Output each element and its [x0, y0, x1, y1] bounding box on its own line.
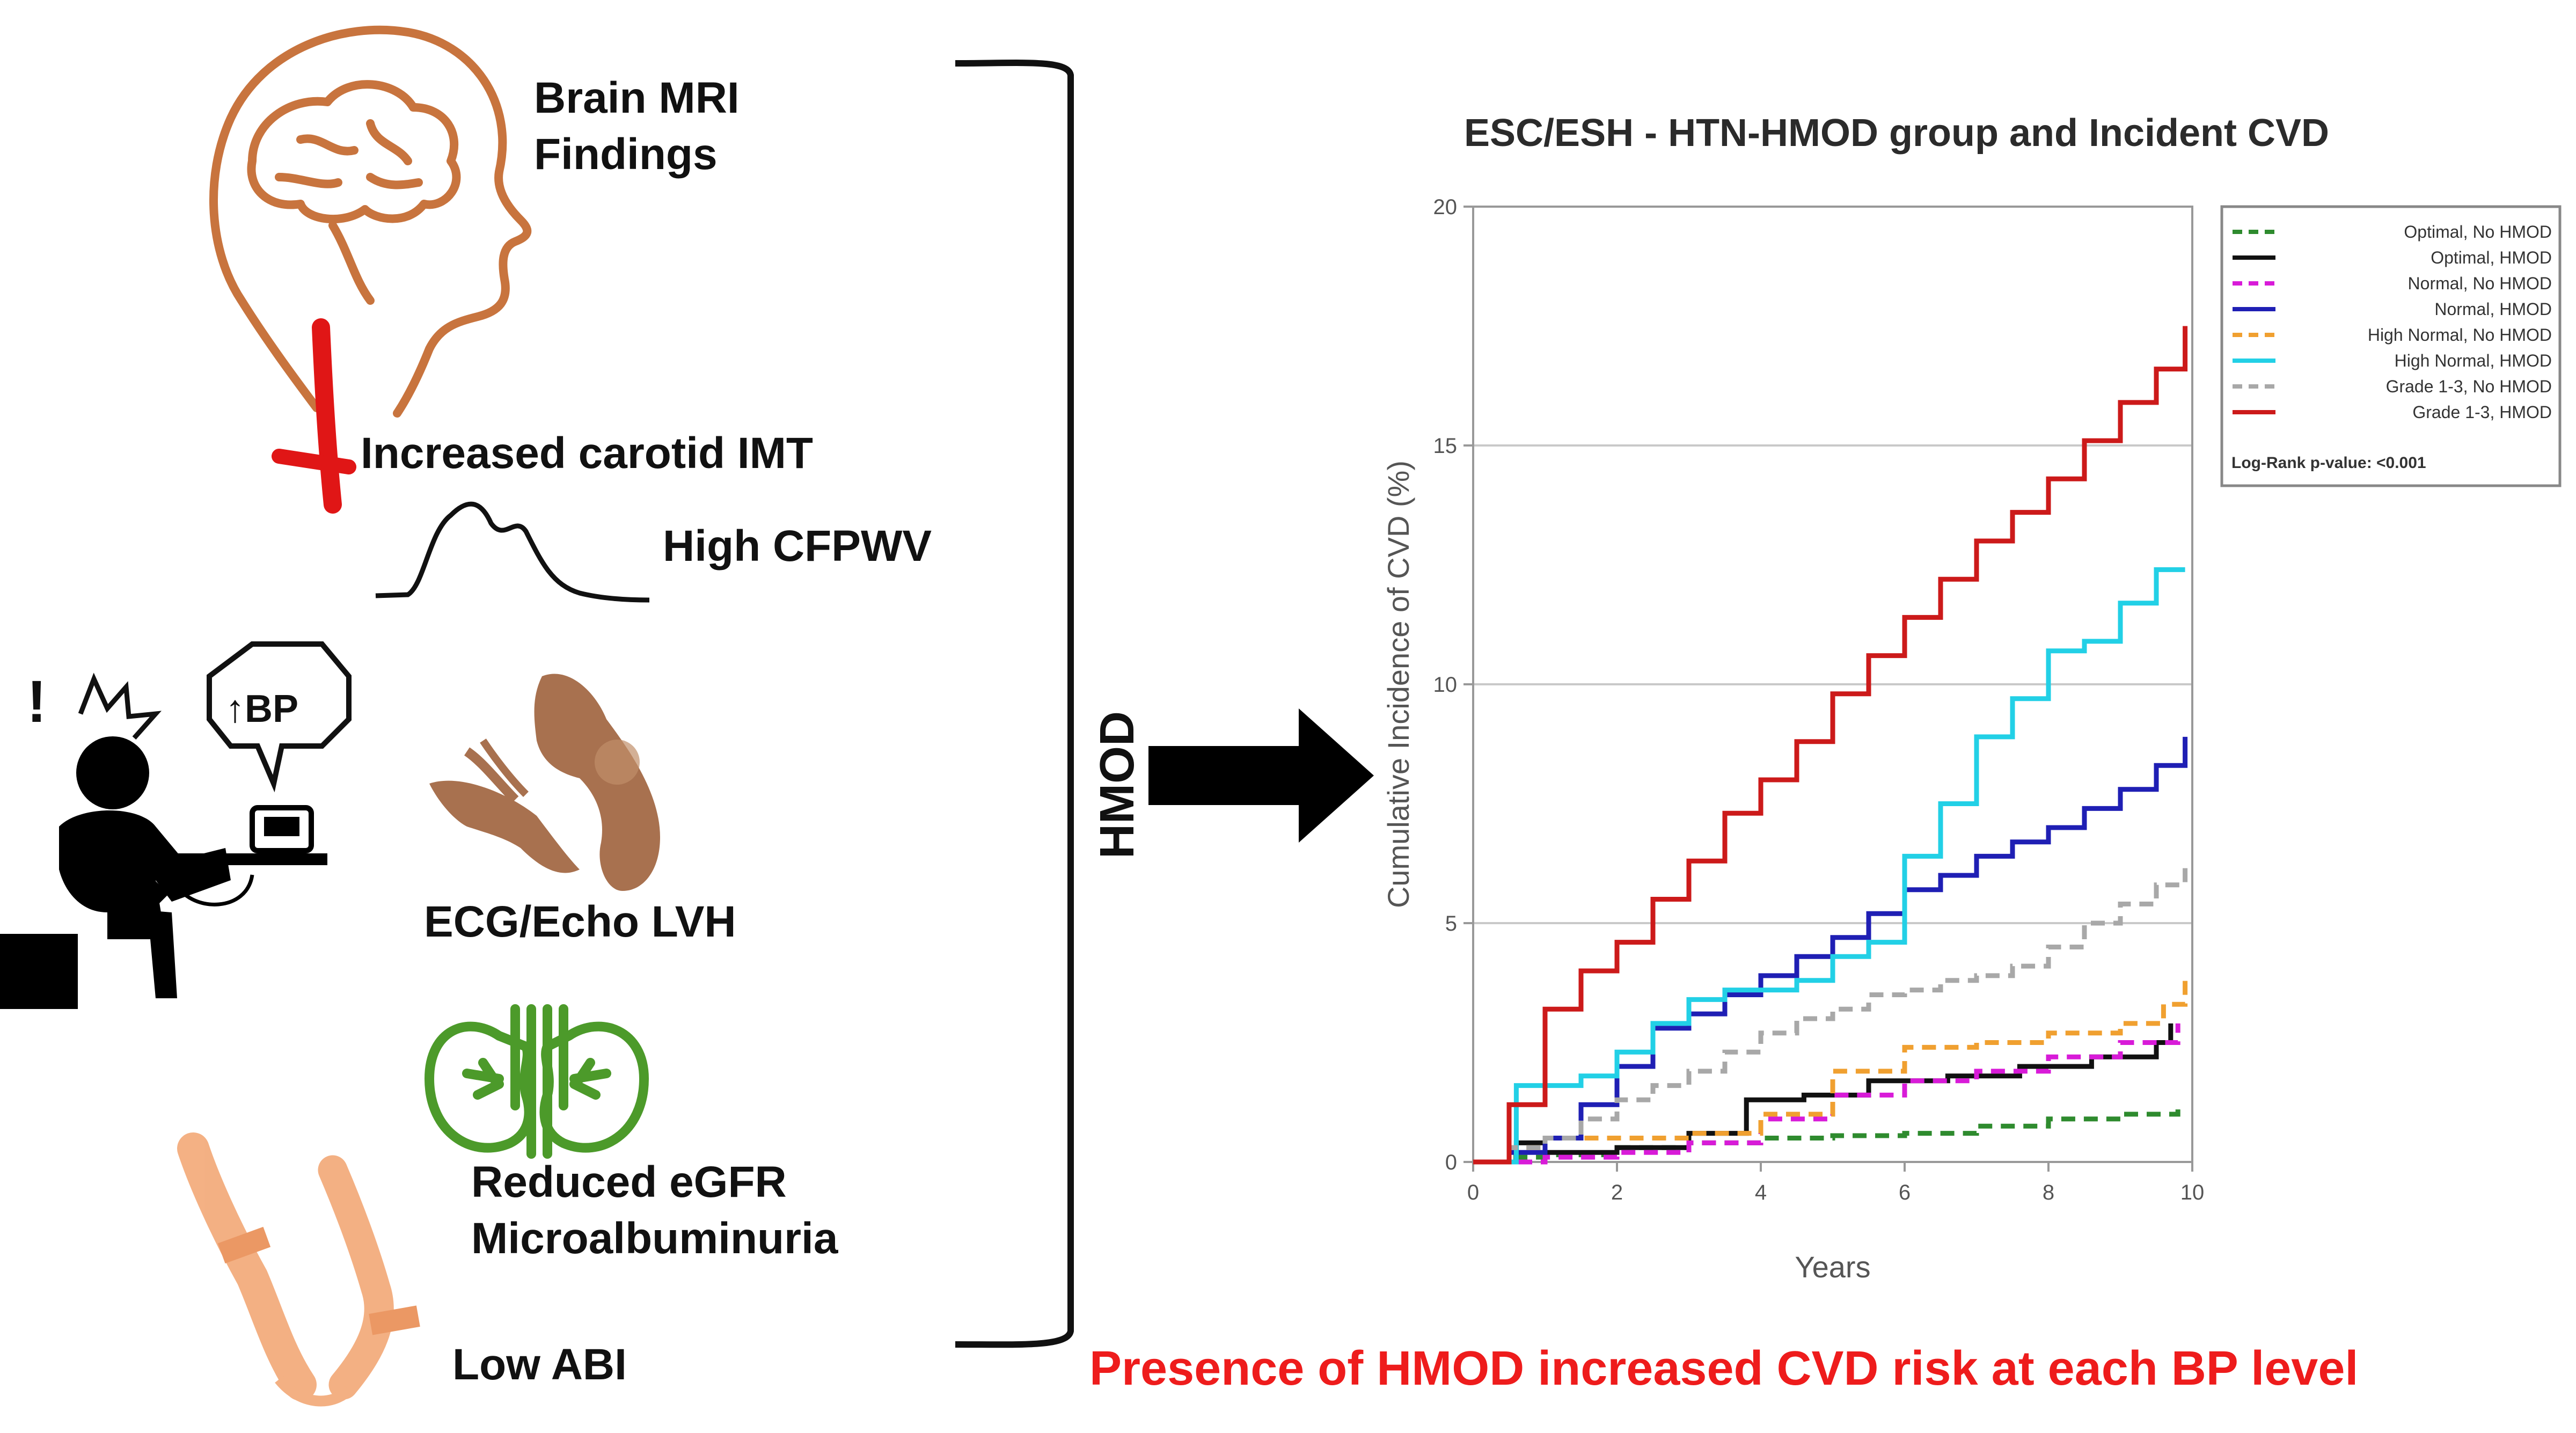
patient-bp-icon: ! ↑BP	[0, 641, 352, 1009]
carotid-branch-icon	[272, 449, 356, 474]
label-cfpwv: High CFPWV	[663, 522, 932, 571]
legend-pvalue: Log-Rank p-value: <0.001	[2231, 454, 2426, 472]
label-carotid-imt: Increased carotid IMT	[361, 429, 813, 478]
x-tick-label: 0	[1467, 1181, 1479, 1204]
legend: Optimal, No HMOD Optimal, HMOD Normal, No …	[2233, 222, 2552, 422]
y-axis-label: Cumulative Incidence of CVD (%)	[1381, 460, 1415, 908]
legend-label: Grade 1-3, HMOD	[2412, 403, 2552, 422]
grouping-bracket	[955, 60, 1074, 1348]
y-tick-label: 20	[1433, 195, 1458, 219]
label-microalbuminuria: Microalbuminuria	[471, 1214, 839, 1263]
series-line-6	[1473, 567, 2185, 1165]
y-tick-label: 0	[1445, 1151, 1457, 1174]
carotid-artery-icon	[312, 318, 342, 514]
series-line-7	[1473, 866, 2188, 1165]
legend-label: Normal, No HMOD	[2408, 274, 2552, 293]
brain-head-icon	[209, 25, 532, 418]
heart-icon	[429, 674, 660, 891]
bp-bubble-icon	[207, 641, 352, 793]
legend-label: High Normal, No HMOD	[2368, 325, 2552, 345]
legend-box	[2220, 205, 2562, 487]
bp-bubble-text: ↑BP	[225, 688, 298, 730]
kidney-icon	[424, 1004, 649, 1159]
label-brain-findings: Findings	[534, 130, 718, 179]
series-line-2	[1473, 1023, 2174, 1165]
exclamation-mark: !	[27, 669, 47, 735]
legend-label: Grade 1-3, No HMOD	[2386, 377, 2552, 396]
chart-title: ESC/ESH - HTN-HMOD group and Incident CV…	[1464, 112, 2329, 155]
x-tick-label: 10	[2180, 1181, 2205, 1204]
legend-label: Optimal, No HMOD	[2404, 222, 2552, 242]
series-line-8	[1473, 326, 2188, 1165]
legend-label: Optimal, HMOD	[2431, 248, 2552, 267]
x-axis-label: Years	[1795, 1250, 1870, 1284]
conclusion-text: Presence of HMOD increased CVD risk at e…	[1089, 1342, 2358, 1395]
series-line-4	[1473, 736, 2188, 1165]
y-tick-label: 15	[1433, 434, 1458, 458]
x-tick-label: 2	[1611, 1181, 1623, 1204]
km-chart: ESC/ESH - HTN-HMOD group and Incident CV…	[1381, 112, 2562, 1284]
x-tick-label: 8	[2043, 1181, 2054, 1204]
legend-label: Normal, HMOD	[2434, 299, 2552, 319]
label-low-abi: Low ABI	[452, 1340, 627, 1389]
right-arrow-icon	[1148, 708, 1374, 843]
label-egfr: Reduced eGFR	[471, 1158, 787, 1207]
series-layer	[1473, 326, 2188, 1165]
x-tick-label: 4	[1755, 1181, 1767, 1204]
pain-burst-icon	[78, 672, 162, 740]
label-lvh: ECG/Echo LVH	[424, 897, 736, 946]
pulse-wave-icon	[375, 501, 650, 603]
arm-cuff-icon	[177, 1132, 420, 1407]
axis-ticks: 0 5 10 15 20 0 2 4 6 8 10	[1433, 195, 2205, 1204]
x-tick-label: 6	[1899, 1181, 1911, 1204]
y-tick-label: 5	[1445, 912, 1457, 935]
hmod-label: HMOD	[1091, 711, 1144, 859]
series-line-3	[1473, 1023, 2180, 1165]
legend-label: High Normal, HMOD	[2395, 351, 2552, 370]
label-brain-mri: Brain MRI	[534, 74, 740, 122]
y-tick-label: 10	[1433, 673, 1458, 697]
